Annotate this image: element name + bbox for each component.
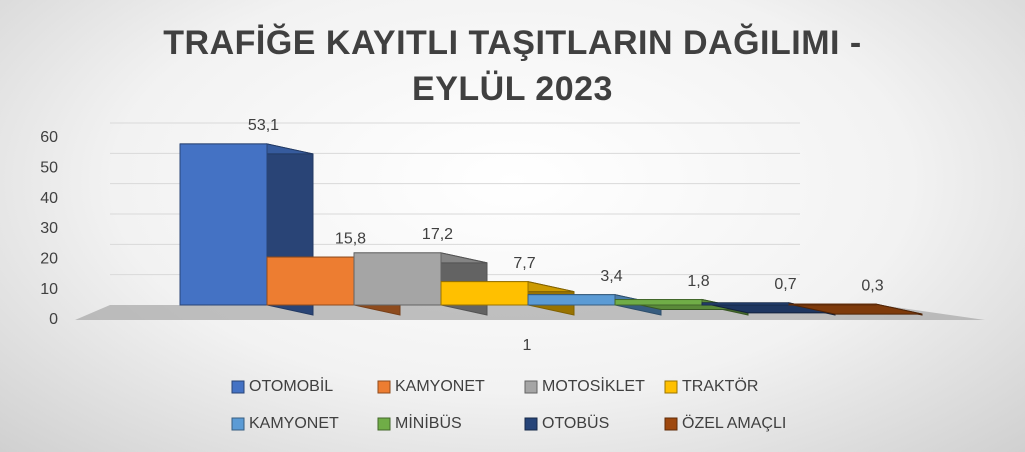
y-tick-label: 60 — [40, 129, 58, 146]
data-label: 0,3 — [861, 277, 883, 294]
legend-label: MOTOSİKLET — [542, 376, 645, 395]
data-label: 3,4 — [600, 268, 622, 285]
data-label: 1,8 — [687, 273, 709, 290]
chart-title: TRAFİĞE KAYITLI TAŞITLARIN DAĞILIMI - EY… — [163, 24, 862, 108]
legend-label: KAMYONET — [249, 415, 339, 432]
y-tick-label: 40 — [40, 190, 58, 207]
legend-swatch — [231, 417, 245, 431]
bar — [614, 299, 703, 306]
legend-swatch — [664, 417, 678, 431]
bar — [179, 143, 268, 306]
legend-swatch — [664, 380, 678, 394]
legend-swatch — [377, 417, 391, 431]
data-label: 53,1 — [248, 117, 279, 134]
legend-label: MİNİBÜS — [395, 413, 462, 432]
bar — [527, 294, 616, 306]
legend-label: OTOBÜS — [542, 414, 609, 432]
legend-swatch — [231, 380, 245, 394]
y-tick-label: 10 — [40, 281, 58, 298]
legend-label: ÖZEL AMAÇLI — [682, 414, 786, 432]
bar — [440, 281, 529, 306]
data-label: 7,7 — [513, 255, 535, 272]
bar — [353, 252, 442, 306]
legend-label: TRAKTÖR — [682, 377, 758, 395]
data-label: 0,7 — [774, 276, 796, 293]
legend-swatch — [524, 380, 538, 394]
x-tick-label: 1 — [523, 337, 532, 354]
legend-swatch — [377, 380, 391, 394]
y-tick-label: 50 — [40, 160, 58, 177]
legend-label: OTOMOBİL — [249, 376, 333, 395]
legend-swatch — [524, 417, 538, 431]
legend-label: KAMYONET — [395, 378, 485, 395]
bar — [266, 256, 355, 306]
y-tick-label: 30 — [40, 220, 58, 237]
data-label: 15,8 — [335, 230, 366, 247]
bar — [701, 302, 790, 306]
bar — [788, 303, 877, 306]
y-tick-label: 20 — [40, 251, 58, 268]
data-label: 17,2 — [422, 226, 453, 243]
y-tick-label: 0 — [49, 311, 58, 328]
